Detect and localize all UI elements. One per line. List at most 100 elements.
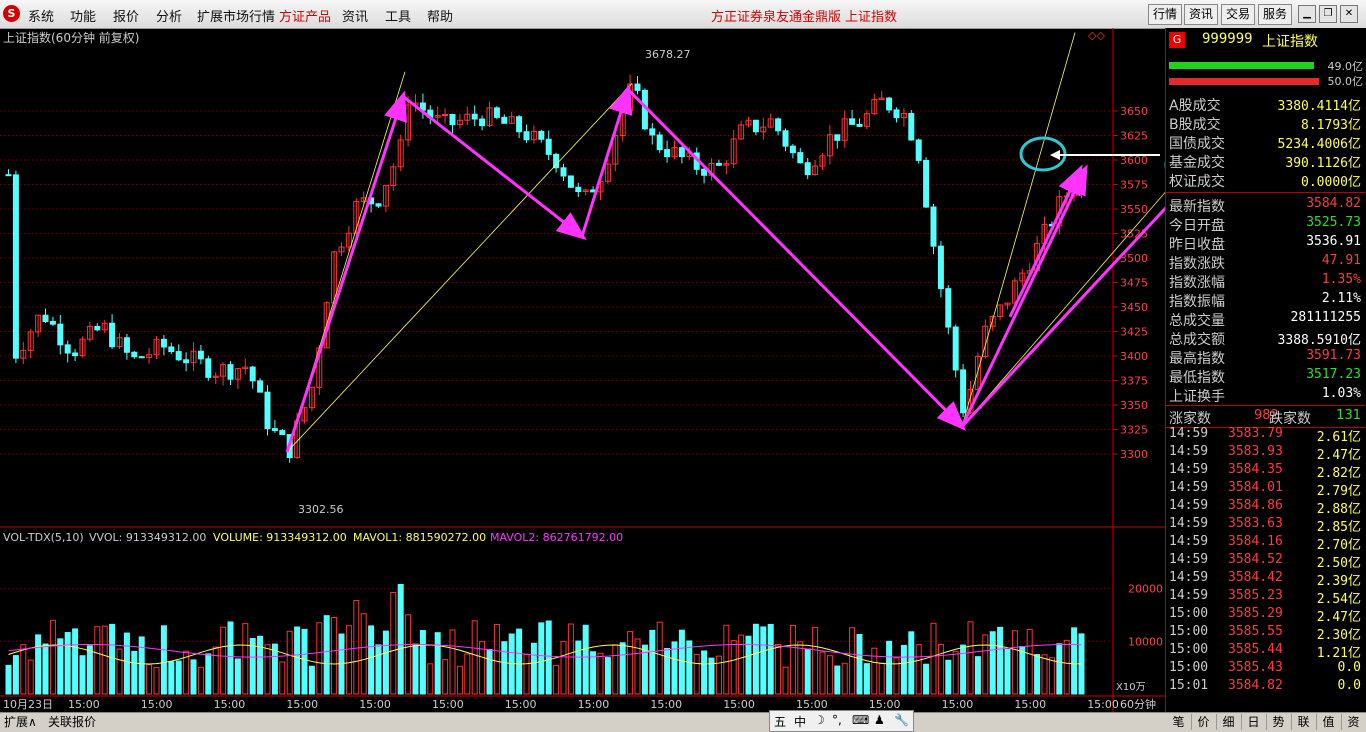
wave-arrow (402, 95, 587, 241)
stat-value: 47.91 (1321, 253, 1361, 268)
tab-trades[interactable]: 笔 (1166, 714, 1192, 730)
high-label: 3678.27 (645, 48, 691, 61)
stat-row: 最高指数 3591.73 (1166, 347, 1365, 367)
low-label: 3302.56 (298, 503, 344, 516)
tick-time: 15:00 (1169, 660, 1209, 675)
kline-chart-svg[interactable]: 3650 3625 3600 3575 3550 3525 3500 3475 3450 3425… (0, 28, 1165, 712)
candle-up (390, 166, 397, 187)
candle-down (649, 128, 656, 136)
stat-row: 指数涨幅 1.35% (1166, 271, 1365, 291)
expand-tab[interactable]: 扩展∧ (4, 715, 37, 729)
trade-button[interactable]: 交易 (1221, 4, 1255, 25)
candle-up (397, 139, 404, 168)
price-axis-label: 3525 (1120, 228, 1148, 241)
tick-amount: 2.39亿 (1316, 574, 1361, 589)
tick-time: 14:59 (1169, 444, 1209, 459)
volume-bar-down (382, 630, 389, 695)
sell-volume-value: 50.0亿 (1327, 75, 1364, 88)
tab-daily[interactable]: 日 (1241, 714, 1267, 730)
menu-help[interactable]: 帮助 (427, 10, 454, 25)
volume-bar-down (294, 626, 301, 695)
volume-row: 国债成交 5234.4006亿 (1166, 132, 1365, 152)
news-button[interactable]: 资讯 (1184, 4, 1218, 25)
volume-bar-down (257, 635, 264, 695)
trendline (961, 32, 1076, 427)
tab-linked[interactable]: 联 (1291, 714, 1317, 730)
punctuation-icon[interactable]: °, (832, 713, 842, 727)
close-icon[interactable]: ✕ (1340, 5, 1358, 23)
user-icon[interactable]: ♟ (874, 713, 885, 727)
app-title: 方正证券泉友通金鼎版 (711, 10, 842, 25)
candle-down (678, 147, 685, 158)
tab-price[interactable]: 价 (1191, 714, 1217, 730)
chart-title: 上证指数(60分钟 前复权) (3, 31, 140, 45)
candle-up (212, 375, 219, 378)
volume-bar-down (42, 643, 49, 695)
candle-down (123, 337, 130, 353)
ime-mode-icon[interactable]: 五 (774, 715, 787, 729)
volume-bar-up (715, 655, 722, 695)
volume-bar-down (856, 633, 863, 695)
menu-tools[interactable]: 工具 (385, 10, 412, 25)
tick-amount: 2.54亿 (1316, 592, 1361, 607)
candle-down (664, 149, 671, 158)
volume-bar-down (530, 642, 537, 695)
volume-row: B股成交 8.1793亿 (1166, 113, 1365, 133)
candle-down (789, 145, 796, 154)
stat-label: 总成交量 (1169, 313, 1225, 329)
tick-price: 3584.86 (1228, 498, 1283, 513)
input-method-toolbar[interactable]: 五 中 ☽ °, ⌨ ♟ 🔧 (769, 710, 914, 732)
candle-down (471, 113, 478, 120)
candle-up (456, 119, 463, 126)
candle-up (353, 201, 360, 234)
kline-chart-area[interactable]: 3650 3625 3600 3575 3550 3525 3500 3475 3450 3425… (0, 28, 1165, 712)
volume-bar-down (960, 644, 967, 695)
candle-up (220, 364, 227, 377)
stat-label: 指数涨跌 (1169, 256, 1225, 272)
menu-news[interactable]: 资讯 (342, 10, 369, 25)
minimize-icon[interactable]: ▁ (1298, 5, 1316, 23)
volume-bar-up (101, 625, 108, 695)
tick-price: 3585.23 (1228, 588, 1283, 603)
related-quotes-tab[interactable]: 关联报价 (48, 715, 97, 729)
menu-extended-market[interactable]: 扩展市场行情 (197, 10, 276, 25)
tab-trend[interactable]: 势 (1266, 714, 1292, 730)
tick-list[interactable]: 14:59 3583.79 2.61亿 14:59 3583.93 2.47亿 14:59 3… (1166, 425, 1365, 700)
menu-function[interactable]: 功能 (70, 10, 97, 25)
candle-up (382, 185, 389, 207)
tab-value[interactable]: 值 (1316, 714, 1342, 730)
volume-bar-down (5, 664, 12, 695)
keyboard-icon[interactable]: ⌨ (852, 713, 870, 727)
volume-bar-down (701, 650, 708, 695)
current-symbol-title: 上证指数 (845, 10, 898, 25)
candle-up (841, 118, 848, 141)
time-axis-label: 15:00 (68, 698, 100, 711)
menu-analysis[interactable]: 分析 (156, 10, 183, 25)
moon-icon[interactable]: ☽ (814, 713, 825, 727)
candle-up (767, 118, 774, 128)
tick-amount: 2.88亿 (1316, 502, 1361, 517)
menu-system[interactable]: 系统 (28, 10, 55, 25)
menu-quote[interactable]: 报价 (113, 10, 140, 25)
volume-label: B股成交 (1169, 117, 1221, 133)
ime-chinese-icon[interactable]: 中 (794, 715, 807, 729)
decline-label: 跌家数 (1269, 411, 1311, 427)
volume-bar-down (205, 653, 212, 695)
candle-up (1019, 272, 1026, 282)
tick-price: 3584.52 (1228, 552, 1283, 567)
tab-funds[interactable]: 资 (1341, 714, 1366, 730)
menu-products[interactable]: 方证产品 (279, 10, 332, 25)
volume-bar-down (1019, 646, 1026, 695)
volume-value: 0.0000亿 (1301, 175, 1361, 190)
service-button[interactable]: 服务 (1258, 4, 1292, 25)
symbol-name: 上证指数 (1262, 34, 1318, 50)
tick-amount: 2.79亿 (1316, 484, 1361, 499)
volume-bar-down (234, 658, 241, 695)
tab-detail[interactable]: 细 (1216, 714, 1242, 730)
wrench-icon[interactable]: 🔧 (894, 713, 909, 727)
volume-unit: X10万 (1116, 682, 1146, 693)
quote-button[interactable]: 行情 (1148, 4, 1182, 25)
restore-icon[interactable]: ❐ (1319, 5, 1337, 23)
candle-down (893, 109, 900, 119)
volume-bar-up (797, 641, 804, 695)
